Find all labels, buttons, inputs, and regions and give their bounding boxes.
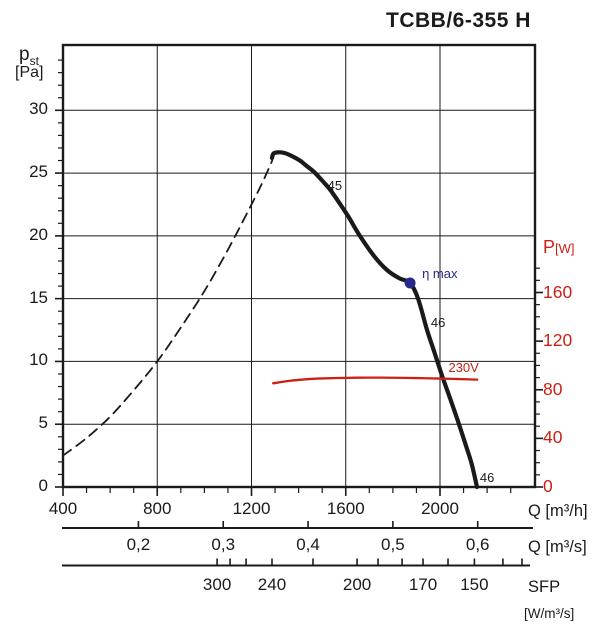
left-axis-tick-label: 10	[29, 350, 48, 370]
right-axis-tick-label: 160	[543, 281, 573, 302]
curve-annotation-46: 46	[430, 314, 446, 330]
left-axis-title-symbol: p	[19, 44, 30, 65]
right-axis-tick-label: 120	[543, 330, 573, 351]
left-axis-tick-label: 30	[29, 99, 48, 119]
x-axis-tick-label: 400	[48, 499, 78, 518]
sfp-axis-unit: [W/m³/s]	[524, 606, 575, 621]
right-axis-tick-label: 80	[543, 378, 563, 399]
curve-annotation-230V: 230V	[448, 360, 479, 376]
left-axis-title: pst	[19, 44, 39, 68]
q-m3s-tick-label: 0,5	[381, 535, 405, 554]
left-axis-tick-label: 25	[29, 162, 48, 182]
plot-border	[61, 43, 537, 489]
sfp-tick-label: 170	[408, 575, 438, 594]
q-m3s-tick-label: 0,6	[465, 535, 490, 554]
sfp-tick-label: 300	[202, 575, 232, 594]
sfp-tick-label: 240	[257, 575, 287, 594]
left-axis-unit: [Pa]	[15, 64, 44, 81]
right-axis-title: P[W]	[543, 237, 575, 258]
fan-curve	[269, 150, 480, 490]
curve-annotation-46: 46	[479, 469, 495, 485]
x-axis-unit-m3h: Q [m³/h]	[528, 502, 588, 520]
right-axis-title-symbol: P	[543, 237, 556, 257]
eta-max-point	[404, 277, 416, 289]
x-axis-unit-m3s: Q [m³/s]	[528, 538, 587, 556]
x-axis-tick-label: 2000	[421, 499, 459, 518]
x-axis-tick-label: 1200	[232, 499, 271, 518]
power-curve	[272, 376, 479, 385]
left-axis-tick-label: 20	[29, 224, 48, 244]
right-axis-tick-label: 0	[543, 476, 553, 496]
sfp-tick-label: 200	[342, 575, 372, 594]
left-axis-title-subscript: st	[29, 53, 39, 68]
left-axis-tick-label: 15	[29, 287, 48, 307]
system-curve	[62, 159, 274, 457]
curve-annotation-45: 45	[327, 177, 343, 193]
x-axis-tick-label: 800	[143, 499, 172, 518]
right-axis-tick-label: 40	[543, 427, 563, 448]
sfp-tick-label: 150	[460, 575, 489, 594]
curve-annotation-η-max: η max	[422, 265, 458, 281]
sfp-axis-title: SFP	[528, 578, 561, 596]
q-m3s-tick-label: 0,2	[126, 535, 151, 554]
left-axis-tick-label: 0	[38, 476, 48, 495]
q-m3s-tick-label: 0,4	[296, 535, 320, 554]
x-axis-tick-label: 1600	[326, 499, 365, 518]
chart-title: TCBB/6-355 H	[386, 9, 531, 32]
q-m3s-tick-label: 0,3	[211, 535, 236, 554]
left-axis-tick-label: 5	[38, 413, 48, 433]
right-axis-title-unit: [W]	[555, 241, 575, 256]
